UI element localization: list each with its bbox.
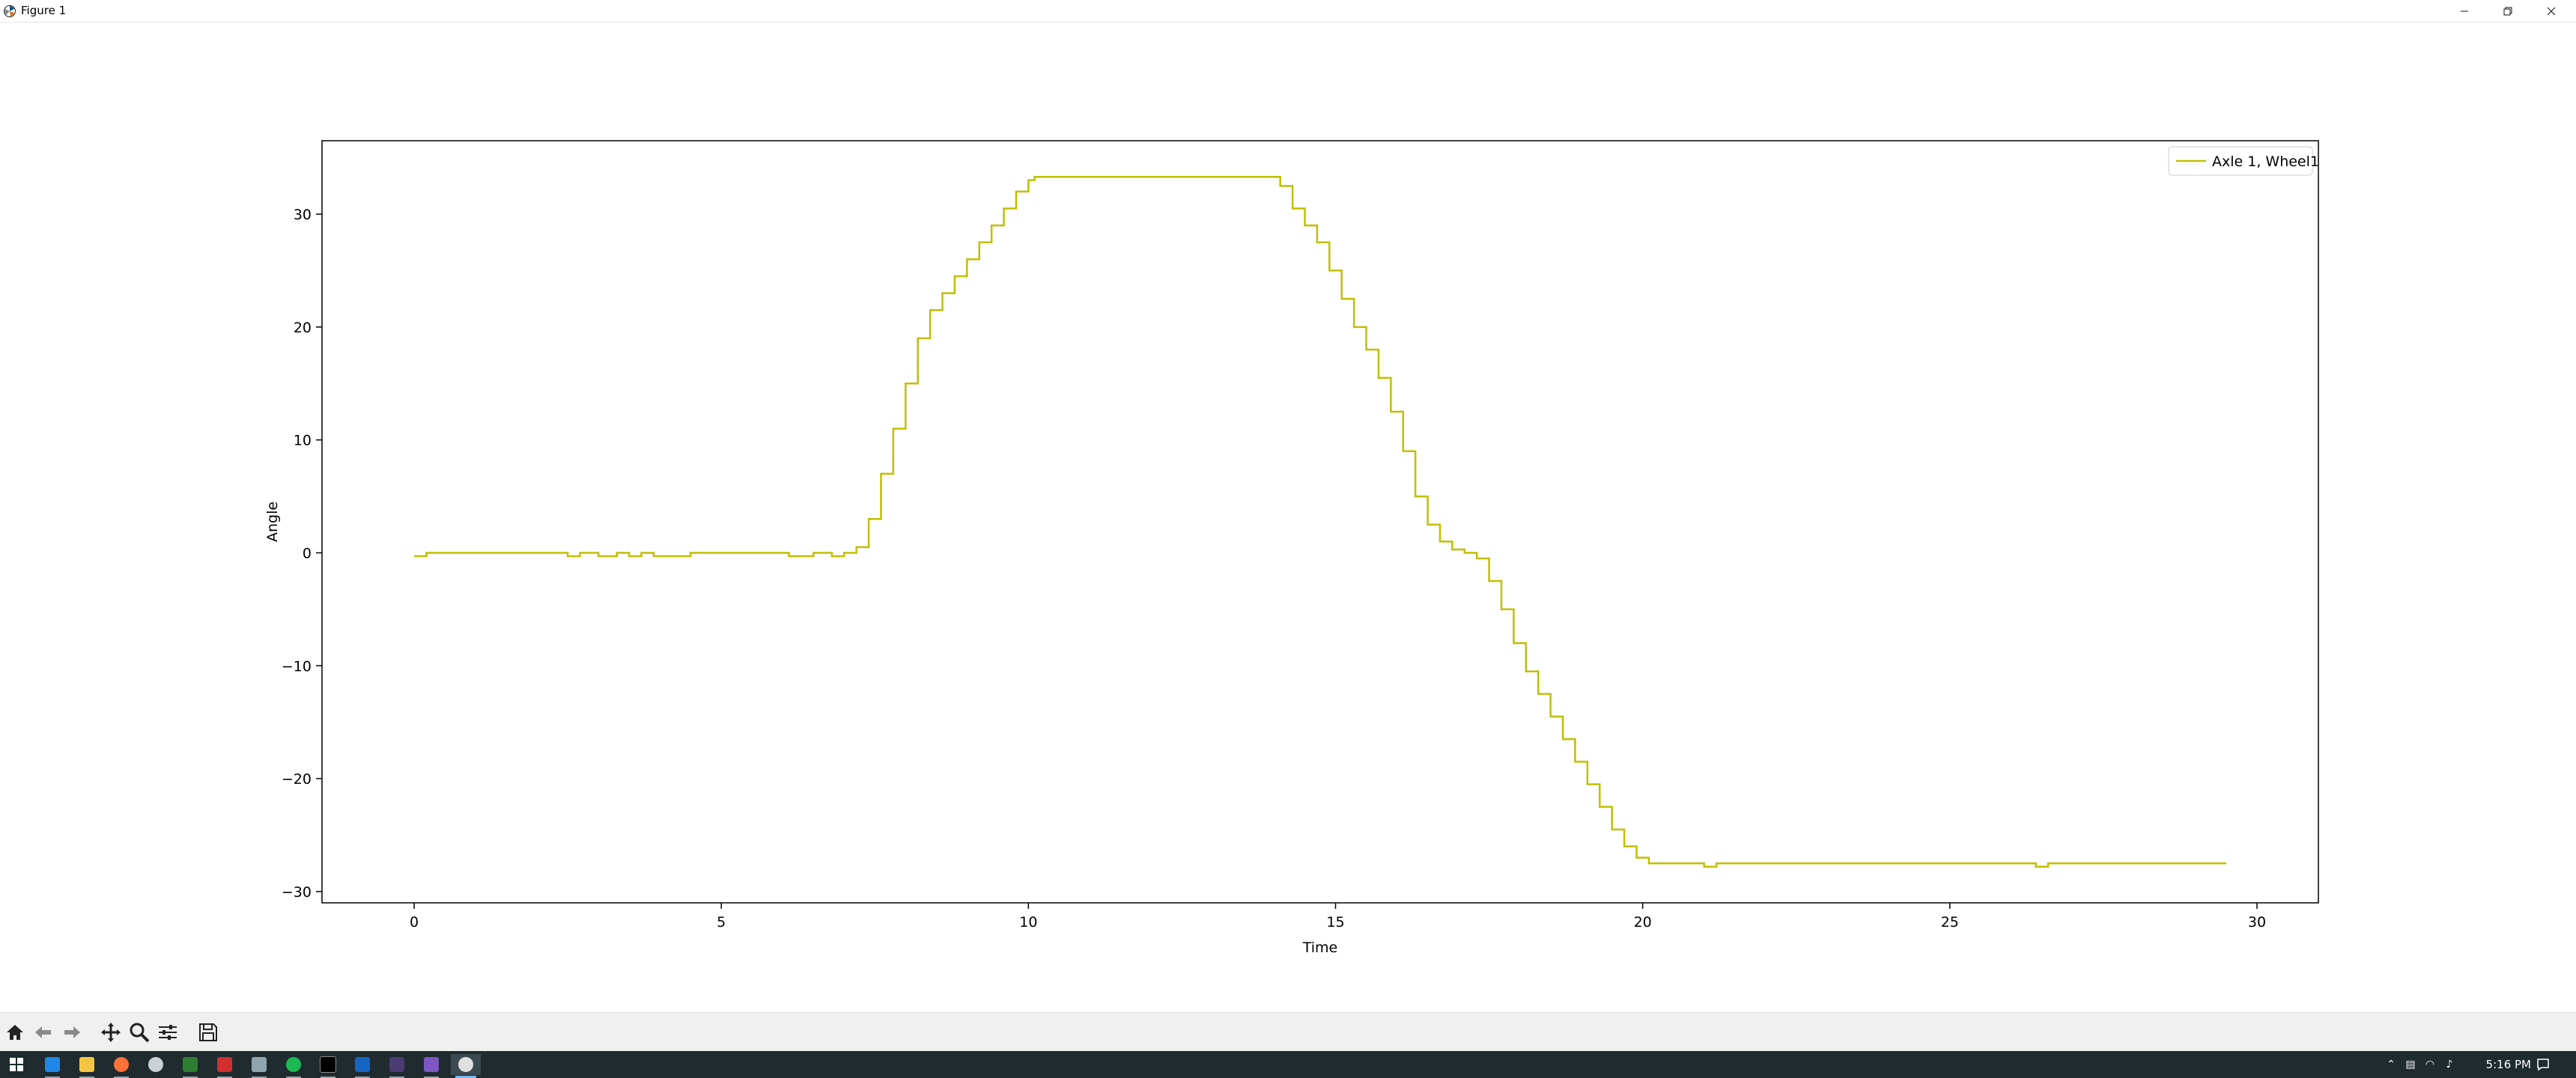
- configure-subplots-button[interactable]: [154, 1019, 181, 1046]
- taskbar-ide[interactable]: [382, 1054, 412, 1078]
- taskbar-matplotlib-figure[interactable]: [451, 1054, 481, 1078]
- x-tick-label: 30: [2248, 914, 2266, 931]
- chevron-up-icon[interactable]: ⌃: [2387, 1059, 2396, 1071]
- figure-canvas[interactable]: 0 5 10 15 20 25 30 −30 −20 −10 0 10 20 30 Time Angle …: [0, 22, 2576, 1012]
- gear-icon: [148, 1057, 163, 1072]
- y-tick-label: −30: [282, 884, 312, 901]
- save-icon: [199, 1023, 217, 1041]
- window-titlebar: Figure 1: [0, 0, 2576, 22]
- close-button[interactable]: [2530, 0, 2573, 22]
- taskbar-pdf-reader[interactable]: [210, 1054, 240, 1078]
- series-line-0: [414, 176, 2226, 868]
- axis-ticks: 0 5 10 15 20 25 30 −30 −20 −10 0 10 20 30: [282, 207, 2266, 931]
- x-tick-label: 0: [410, 914, 419, 931]
- pdf-icon: [217, 1057, 232, 1072]
- figure-icon: [458, 1057, 473, 1072]
- notification-center-button[interactable]: [2536, 1051, 2551, 1078]
- y-tick-label: 30: [294, 207, 312, 223]
- window-title: Figure 1: [21, 4, 67, 17]
- forward-button[interactable]: [58, 1019, 85, 1046]
- y-tick-label: −20: [282, 771, 312, 788]
- taskbar-calculator[interactable]: [244, 1054, 274, 1078]
- ide-icon: [389, 1057, 404, 1072]
- os-taskbar: ⌃ ▤ ◠ ♪ 5:16 PM: [0, 1051, 2576, 1078]
- taskbar-clock[interactable]: 5:16 PM: [2485, 1058, 2531, 1071]
- start-button[interactable]: [1, 1054, 31, 1075]
- axes-frame: [321, 140, 2319, 904]
- y-axis-label: Angle: [264, 502, 281, 542]
- taskbar-settings[interactable]: [141, 1054, 171, 1075]
- notification-icon: [2537, 1059, 2549, 1071]
- restore-button[interactable]: [2486, 0, 2530, 22]
- taskbar-firefox[interactable]: [106, 1054, 136, 1078]
- pan-icon: [101, 1023, 121, 1042]
- y-tick-label: 10: [294, 433, 312, 449]
- zoom-icon: [130, 1023, 150, 1043]
- taskbar-word[interactable]: [347, 1054, 377, 1078]
- x-tick-label: 20: [1634, 914, 1652, 931]
- spreadsheet-icon: [183, 1057, 198, 1072]
- x-tick-label: 5: [717, 914, 726, 931]
- windows-logo-icon: [10, 1058, 23, 1071]
- system-tray: ⌃ ▤ ◠ ♪: [2381, 1051, 2459, 1078]
- minimize-icon: [2461, 10, 2468, 12]
- calculator-icon: [252, 1057, 267, 1072]
- save-button[interactable]: [195, 1019, 222, 1046]
- forward-arrow-icon: [64, 1026, 80, 1038]
- taskbar-mail[interactable]: [37, 1054, 67, 1078]
- y-tick-label: −10: [282, 658, 312, 674]
- legend-entry-label: Axle 1, Wheel1: [2212, 153, 2319, 170]
- close-icon: [2547, 7, 2556, 16]
- folder-icon: [79, 1057, 94, 1072]
- x-tick-label: 15: [1326, 914, 1344, 931]
- pan-button[interactable]: [97, 1019, 124, 1046]
- matplotlib-logo-icon: [3, 4, 16, 18]
- y-tick-label: 20: [294, 320, 312, 336]
- network-icon[interactable]: ▤: [2405, 1059, 2416, 1071]
- firefox-icon: [114, 1057, 129, 1072]
- y-tick-label: 0: [303, 545, 312, 561]
- x-axis-label: Time: [1302, 940, 1338, 956]
- volume-icon[interactable]: ♪: [2446, 1059, 2453, 1071]
- home-button[interactable]: [1, 1019, 28, 1046]
- visual-studio-icon: [424, 1057, 439, 1072]
- back-arrow-icon: [35, 1026, 51, 1038]
- taskbar-file-explorer[interactable]: [72, 1054, 102, 1078]
- taskbar-visual-studio[interactable]: [416, 1054, 446, 1078]
- taskbar-spreadsheet[interactable]: [175, 1054, 205, 1078]
- series-layer: [414, 176, 2226, 868]
- minimize-button[interactable]: [2443, 0, 2486, 22]
- wifi-icon[interactable]: ◠: [2425, 1059, 2435, 1071]
- document-icon: [355, 1057, 370, 1072]
- legend: Axle 1, Wheel1: [2168, 146, 2319, 176]
- x-tick-label: 10: [1019, 914, 1037, 931]
- configure-subplots-icon: [159, 1025, 177, 1040]
- taskbar-terminal[interactable]: [313, 1054, 343, 1078]
- mail-icon: [45, 1057, 60, 1072]
- zoom-button[interactable]: [126, 1019, 153, 1046]
- x-tick-label: 25: [1941, 914, 1959, 931]
- back-button[interactable]: [30, 1019, 57, 1046]
- spotify-icon: [286, 1057, 301, 1072]
- restore-icon: [2503, 7, 2512, 16]
- navigation-toolbar: [0, 1012, 2576, 1051]
- home-icon: [7, 1025, 23, 1040]
- taskbar-spotify[interactable]: [279, 1054, 309, 1078]
- legend-box: [2168, 146, 2313, 176]
- terminal-icon: [320, 1056, 336, 1073]
